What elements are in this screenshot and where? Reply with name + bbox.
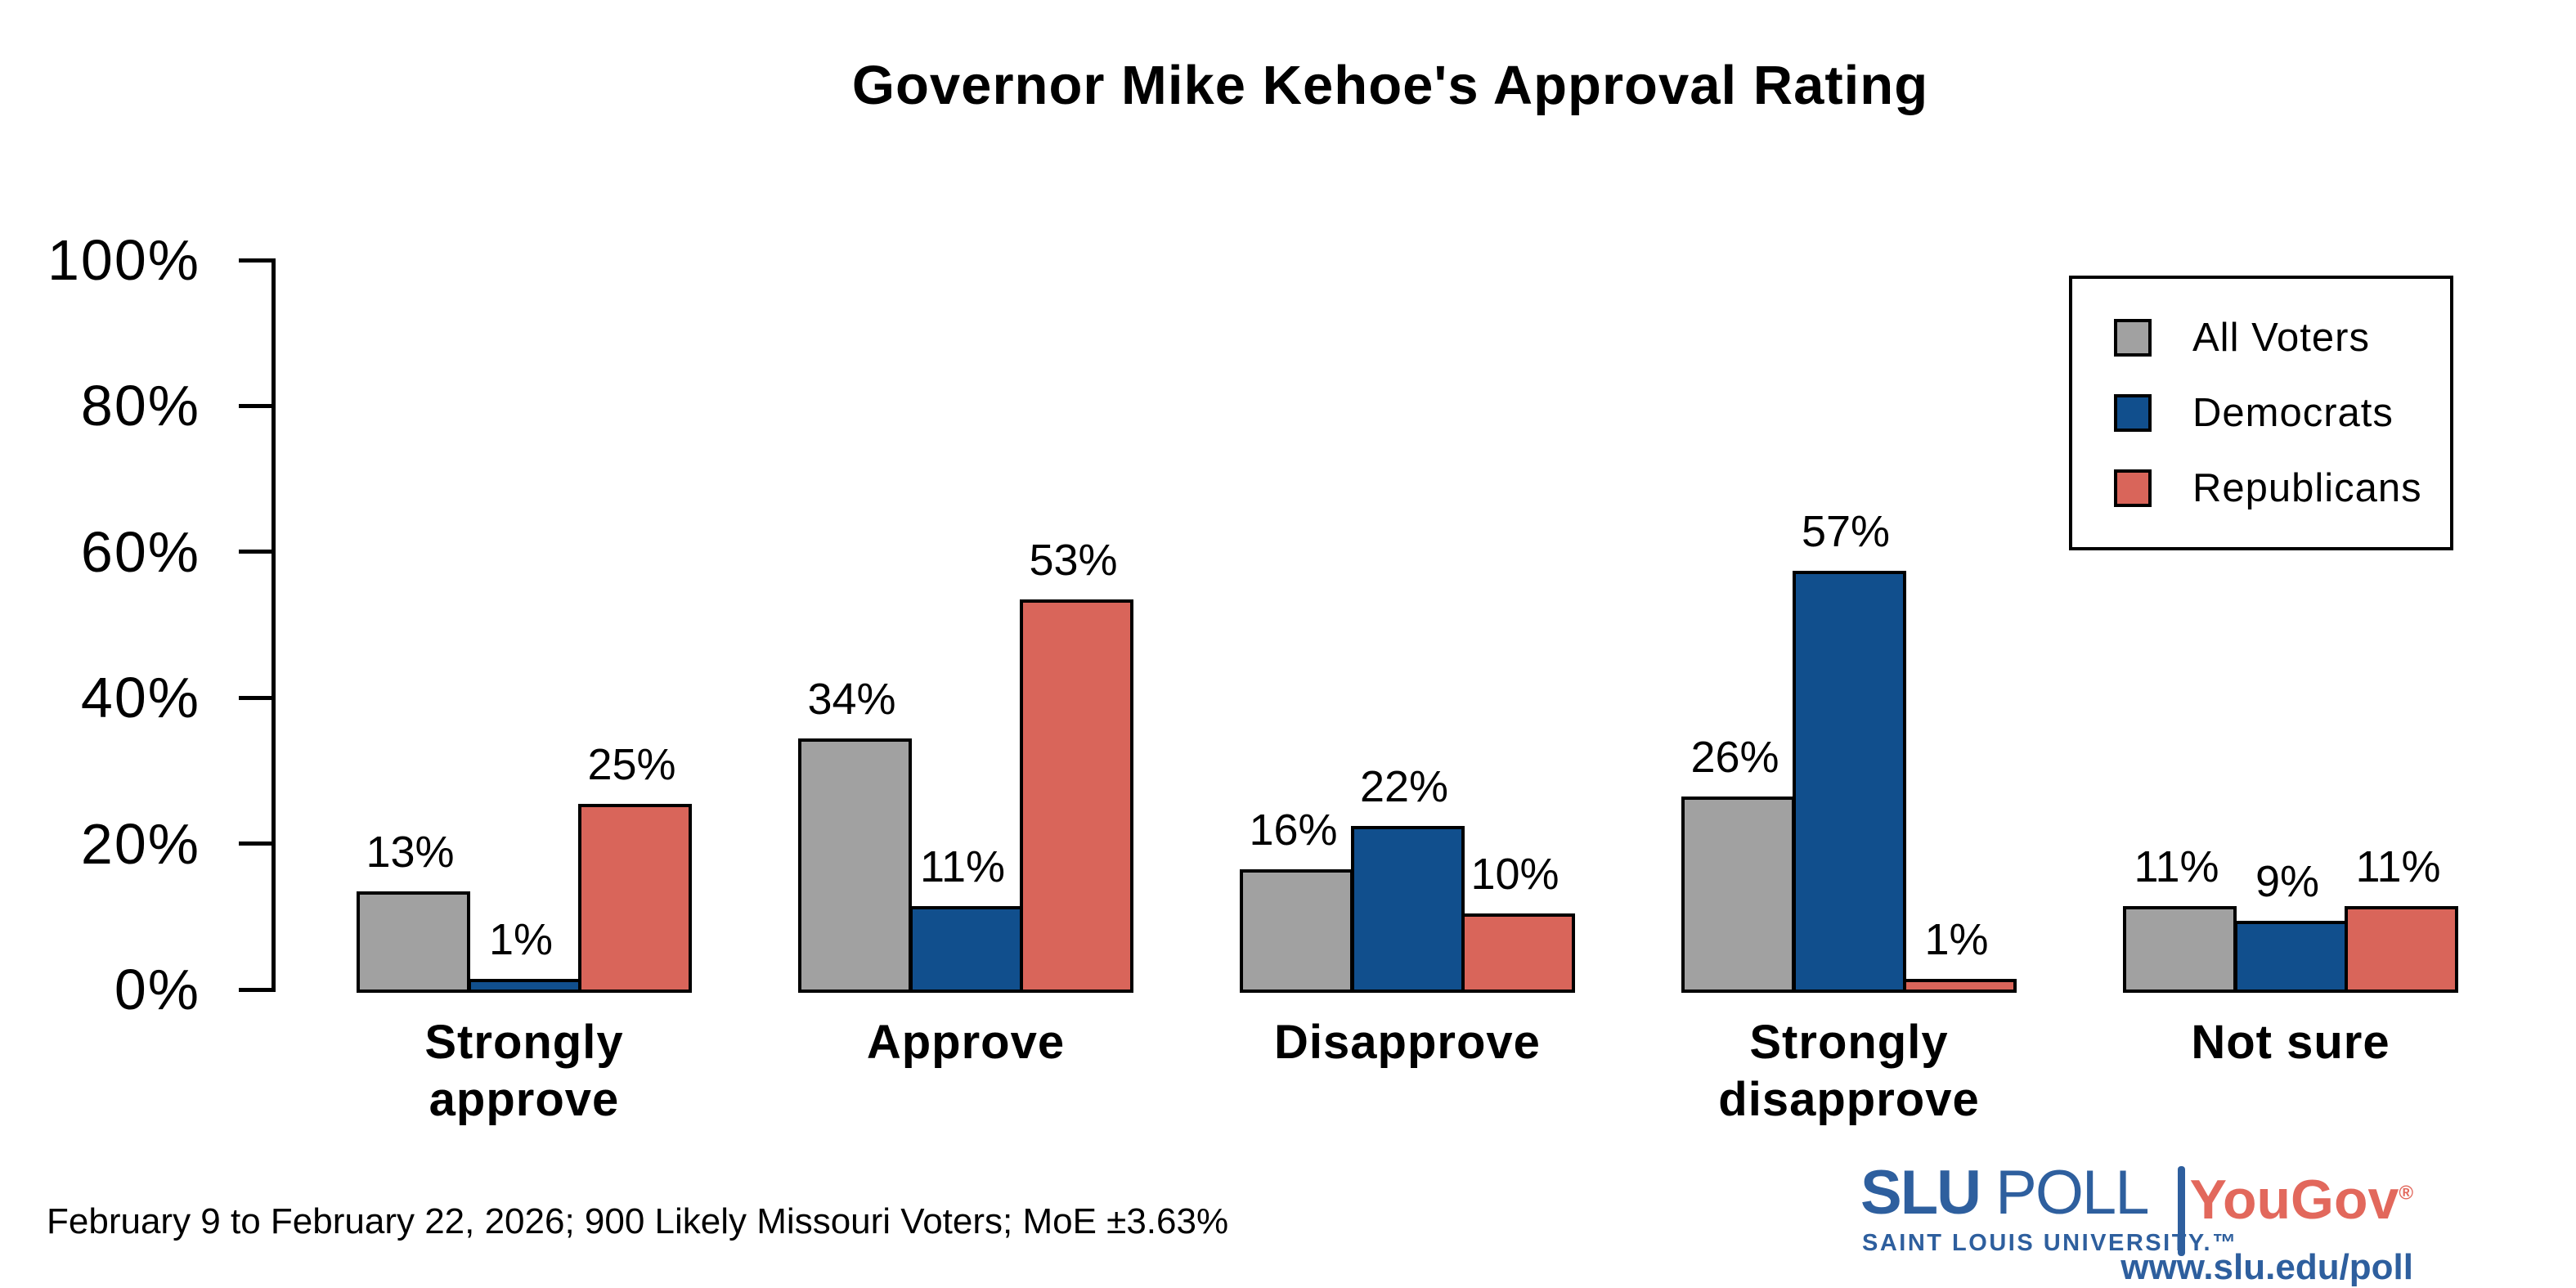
legend-swatch-republicans	[2114, 469, 2152, 507]
legend-label-democrats: Democrats	[2192, 391, 2394, 435]
category-label-strongly-disapprove: Strongly disapprove	[1718, 1016, 1980, 1126]
value-label-democrats-strongly-disapprove: 57%	[1801, 506, 1891, 556]
bar-republicans-strongly-approve	[578, 804, 692, 993]
value-label-democrats-disapprove: 22%	[1359, 761, 1449, 811]
y-tick-label: 100%	[47, 228, 200, 292]
yougov-logo-text: YouGov	[2189, 1169, 2399, 1231]
y-tick	[239, 987, 276, 992]
slu-logo-text: SLU	[1860, 1158, 1981, 1227]
y-tick	[239, 841, 276, 846]
bar-all-voters-approve	[798, 738, 912, 993]
bar-republicans-disapprove	[1461, 913, 1575, 993]
poll-logo-text: POLL	[1995, 1158, 2149, 1227]
value-label-all-voters-disapprove: 16%	[1249, 806, 1338, 855]
category-label-strongly-approve: Strongly approve	[424, 1016, 624, 1126]
bar-democrats-disapprove	[1350, 825, 1465, 993]
y-tick-label: 20%	[80, 811, 200, 876]
y-tick	[239, 403, 276, 408]
y-tick-label: 40%	[80, 666, 200, 730]
y-tick	[239, 258, 276, 263]
bar-all-voters-disapprove	[1240, 869, 1353, 993]
bar-democrats-strongly-approve	[467, 979, 581, 993]
value-label-democrats-approve: 11%	[919, 841, 1006, 891]
value-label-all-voters-not-sure: 11%	[2134, 841, 2219, 891]
value-label-republicans-strongly-approve: 25%	[587, 740, 676, 789]
value-label-all-voters-approve: 34%	[807, 674, 896, 724]
value-label-all-voters-strongly-approve: 13%	[366, 828, 455, 877]
bar-democrats-strongly-disapprove	[1792, 570, 1906, 993]
bar-all-voters-strongly-disapprove	[1681, 797, 1795, 993]
chart-title: Governor Mike Kehoe's Approval Rating	[851, 55, 1929, 116]
methodology-footnote: February 9 to February 22, 2026; 900 Lik…	[47, 1201, 1229, 1241]
bar-all-voters-strongly-approve	[357, 891, 470, 993]
category-label-disapprove: Disapprove	[1274, 1016, 1541, 1069]
value-label-republicans-approve: 53%	[1029, 536, 1118, 586]
legend-item-republicans: Republicans	[2114, 465, 2450, 511]
category-label-approve: Approve	[866, 1016, 1066, 1069]
brand-separator	[2178, 1166, 2185, 1256]
y-tick	[239, 695, 276, 700]
value-label-democrats-strongly-approve: 1%	[488, 915, 554, 965]
value-label-all-voters-strongly-disapprove: 26%	[1690, 733, 1779, 783]
value-label-republicans-not-sure: 11%	[2355, 841, 2441, 891]
yougov-logo: YouGov®	[2190, 1168, 2413, 1232]
bar-republicans-strongly-disapprove	[1903, 979, 2017, 993]
bar-democrats-approve	[909, 905, 1023, 993]
slu-subtitle: SAINT LOUIS UNIVERSITY.™	[1862, 1230, 2238, 1256]
y-tick-label: 80%	[80, 374, 200, 438]
y-tick-label: 60%	[80, 519, 200, 584]
y-tick	[239, 550, 276, 554]
legend-item-all-voters: All Voters	[2114, 315, 2450, 361]
value-label-republicans-disapprove: 10%	[1470, 849, 1560, 899]
legend-label-all-voters: All Voters	[2192, 316, 2370, 360]
value-label-democrats-not-sure: 9%	[2255, 856, 2320, 906]
y-tick-label: 0%	[114, 958, 200, 1021]
legend-swatch-all-voters	[2114, 319, 2152, 357]
bar-republicans-approve	[1020, 599, 1133, 993]
bar-all-voters-not-sure	[2123, 905, 2237, 993]
slu-poll-logo: SLU POLL	[1860, 1158, 2149, 1227]
legend-swatch-democrats	[2114, 394, 2152, 432]
y-axis-line	[272, 258, 276, 992]
poll-url-text: www.slu.edu/poll	[2120, 1247, 2413, 1287]
legend-label-republicans: Republicans	[2192, 466, 2422, 510]
bar-democrats-not-sure	[2233, 920, 2348, 993]
registered-mark: ®	[2399, 1182, 2413, 1205]
legend-item-democrats: Democrats	[2114, 390, 2450, 436]
category-label-not-sure: Not sure	[2191, 1016, 2390, 1069]
legend: All Voters Democrats Republicans	[2069, 276, 2453, 550]
bar-republicans-not-sure	[2345, 905, 2458, 993]
value-label-republicans-strongly-disapprove: 1%	[1924, 915, 1989, 965]
branding: SLU POLL SAINT LOUIS UNIVERSITY.™ YouGov…	[1860, 1160, 2413, 1288]
